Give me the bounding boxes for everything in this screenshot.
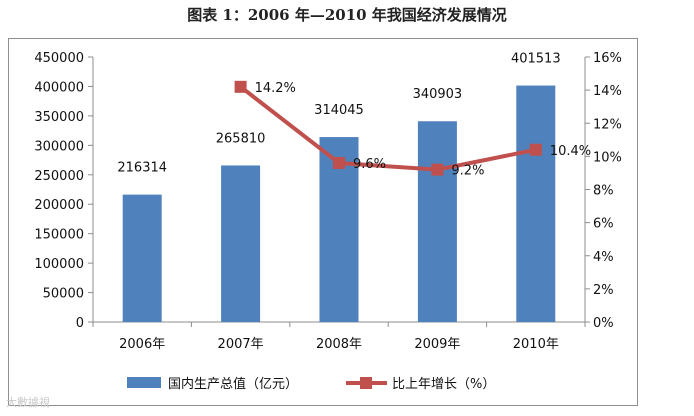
x-tick-label: 2007年: [218, 337, 264, 352]
left-tick-label: 200000: [34, 198, 84, 213]
growth-line: [239, 85, 537, 172]
x-tick-label: 2006年: [119, 337, 165, 352]
legend-gdp-swatch: [127, 377, 161, 388]
growth-marker: [333, 157, 345, 169]
gdp-bar: [516, 85, 556, 322]
right-tick-label: 6%: [593, 217, 614, 232]
left-tick-label: 0: [76, 316, 84, 331]
left-tick-label: 350000: [34, 110, 84, 125]
growth-marker: [529, 143, 542, 156]
right-tick-label: 2%: [593, 283, 614, 298]
right-tick-label: 14%: [593, 84, 622, 99]
right-tick-label: 16%: [593, 51, 622, 66]
legend-growth-label: 比上年增长（%）: [392, 377, 495, 392]
growth-label: 14.2%: [255, 81, 296, 96]
growth-label: 10.4%: [550, 144, 591, 159]
gdp-bar-label: 340903: [413, 87, 463, 102]
left-tick-label: 100000: [34, 257, 84, 272]
gdp-bar-label: 265810: [216, 131, 266, 146]
right-tick-label: 0%: [593, 316, 614, 331]
left-tick-label: 150000: [34, 228, 84, 243]
gdp-bar: [417, 121, 457, 323]
right-tick-label: 4%: [593, 250, 614, 265]
watermark-text: 大數據視: [6, 396, 50, 409]
gdp-bar: [221, 165, 261, 322]
gdp-bar-label: 314045: [314, 103, 364, 118]
x-tick-label: 2010年: [513, 337, 559, 352]
gdp-bar-label: 216314: [117, 161, 167, 176]
growth-marker: [431, 163, 444, 176]
left-tick-label: 300000: [34, 139, 84, 154]
growth-label: 9.2%: [451, 164, 484, 179]
x-tick-label: 2008年: [316, 337, 362, 352]
left-tick-label: 450000: [34, 51, 84, 66]
legend-gdp-label: 国内生产总值（亿元）: [168, 376, 298, 392]
left-tick-label: 50000: [43, 287, 84, 302]
gdp-bar-label: 401513: [511, 52, 561, 67]
left-tick-label: 250000: [34, 169, 84, 184]
right-tick-label: 10%: [593, 150, 622, 165]
left-tick-label: 400000: [34, 80, 84, 95]
growth-label: 9.6%: [353, 157, 386, 172]
chart-frame: [8, 38, 638, 406]
right-tick-label: 12%: [593, 117, 622, 132]
x-tick-label: 2009年: [414, 337, 460, 352]
gdp-bar: [122, 194, 162, 322]
chart-title: 图表 1：2006 年—2010 年我国经济发展情况: [187, 6, 507, 24]
right-tick-label: 8%: [593, 184, 614, 199]
growth-marker: [234, 80, 247, 93]
legend-growth-marker: [360, 377, 372, 389]
